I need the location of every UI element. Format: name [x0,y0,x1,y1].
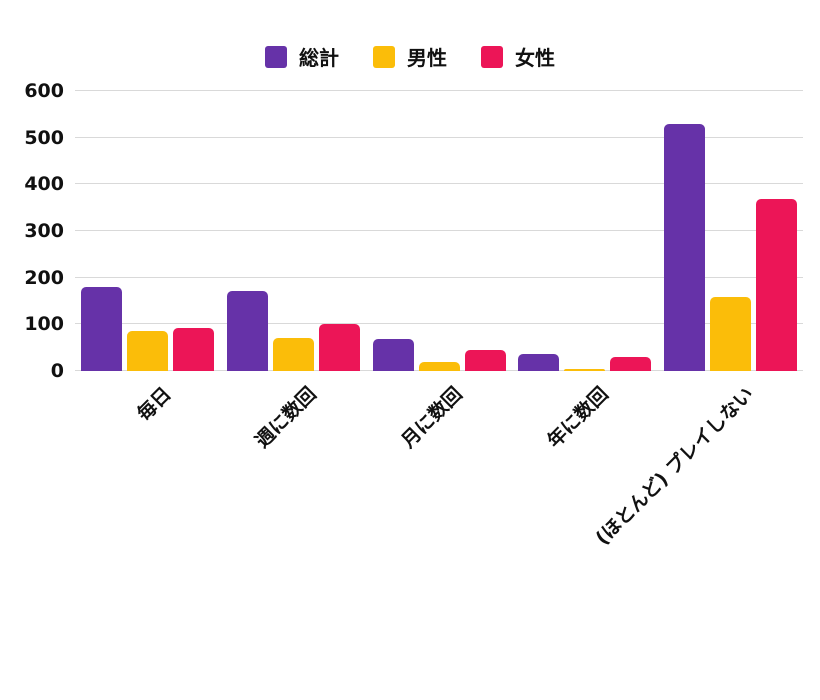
y-tick-label-500: 500 [24,126,64,149]
plot-area [75,90,803,371]
y-tick-label-400: 400 [24,173,64,196]
bar-男性-週に数回 [272,338,314,371]
gridline-y-300 [75,230,803,231]
y-tick-label-300: 300 [24,220,64,242]
bar-女性-週に数回 [318,323,360,371]
y-tick-label-0: 0 [50,360,64,382]
bar-女性-月に数回 [464,350,506,371]
bar-総計-月に数回 [372,338,414,371]
y-tick-label-600: 600 [24,80,64,102]
bar-総計-毎日 [81,287,123,371]
bar-男性-毎日 [127,331,169,371]
legend-swatch-icon [373,45,395,68]
legend-swatch-icon [265,45,287,68]
bar-男性-月に数回 [418,362,460,371]
legend-label: 男性 [407,46,447,70]
legend-swatch-icon [481,45,503,68]
bar-女性-年に数回 [610,357,652,371]
legend-item-総計: 総計 [265,42,339,71]
bar-総計-年に数回 [518,354,560,371]
bar-男性-年に数回 [564,368,606,371]
gridline-y-600 [75,90,803,91]
legend-item-女性: 女性 [481,42,555,71]
y-tick-label-200: 200 [24,266,64,289]
gridline-y-500 [75,136,803,138]
bar-総計-週に数回 [226,290,268,371]
gridline-y-200 [75,276,803,278]
legend-item-男性: 男性 [373,42,447,71]
legend-label: 総計 [299,46,339,70]
legend-label: 女性 [515,46,555,70]
x-tick-label-週に数回: 週に数回 [251,383,321,453]
x-tick-label-月に数回: 月に数回 [397,383,467,453]
bar-男性-(ほとんど) プレイしない [709,297,751,371]
bar-女性-(ほとんど) プレイしない [755,199,797,371]
x-tick-label-毎日: 毎日 [132,383,176,426]
gridline-y-100 [75,323,803,325]
x-tick-label-年に数回: 年に数回 [542,383,613,453]
bar-総計-(ほとんど) プレイしない [663,123,705,371]
x-tick-label-(ほとんど) プレイしない: (ほとんど) プレイしない [591,383,758,550]
bar-女性-毎日 [173,327,215,371]
y-tick-label-100: 100 [24,313,64,336]
gridline-y-400 [75,183,803,185]
chart-legend: 総計 男性 女性 [0,42,820,71]
